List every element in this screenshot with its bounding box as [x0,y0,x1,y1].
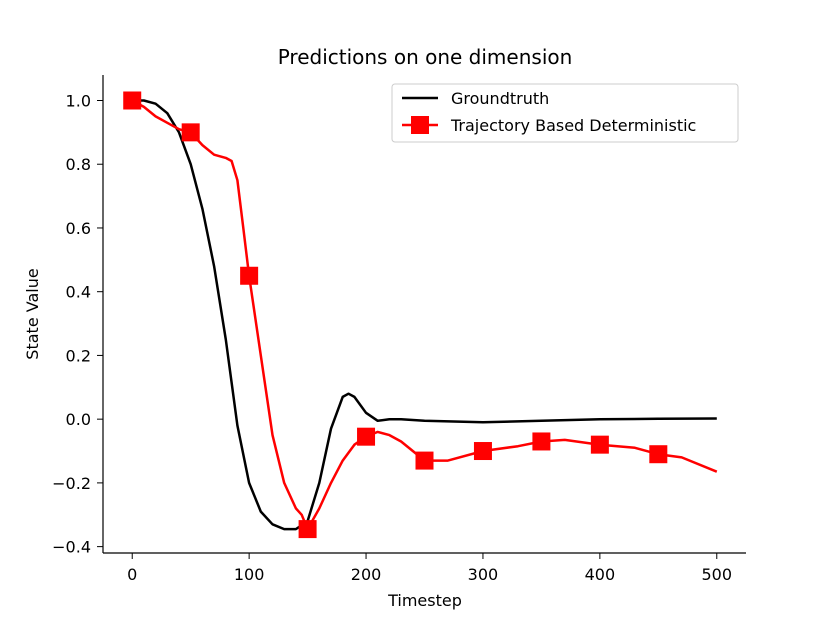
x-tick-label: 500 [701,565,732,584]
x-tick-label: 400 [585,565,616,584]
x-tick-label: 100 [234,565,265,584]
y-axis-label: State Value [23,268,42,359]
data-point-marker [240,266,259,285]
x-tick-label: 200 [351,565,382,584]
y-tick-label: 0.4 [66,283,91,302]
data-point-marker [298,520,317,539]
x-axis-label: Timestep [387,591,462,610]
y-tick-label: 0.6 [66,219,91,238]
chart-title: Predictions on one dimension [278,45,573,69]
data-point-marker [473,442,492,461]
legend-trajectory-label: Trajectory Based Deterministic [450,116,696,135]
y-tick-label: −0.2 [52,474,91,493]
series-layer [123,91,718,539]
legend: Groundtruth Trajectory Based Determinist… [391,83,739,143]
data-point-marker [357,427,376,446]
y-tick-label: 1.0 [66,91,91,110]
y-tick-label: 0.8 [66,155,91,174]
y-tick-label: 0.0 [66,410,91,429]
legend-groundtruth-label: Groundtruth [451,89,549,108]
x-tick-label: 300 [468,565,499,584]
data-point-marker [590,435,609,454]
legend-trajectory-marker [411,116,429,134]
data-point-marker [123,91,142,110]
axes: 0 100 200 300 400 500 −0.4 −0.2 0.0 0.2 0.4 0.6 0.8 1… [52,75,746,584]
legend-box [391,83,739,143]
data-point-marker [181,123,200,142]
data-point-marker [532,432,551,451]
data-point-marker [415,451,434,470]
x-tick-label: 0 [127,565,137,584]
data-point-marker [649,445,668,464]
y-tick-label: −0.4 [52,538,91,557]
y-tick-label: 0.2 [66,346,91,365]
